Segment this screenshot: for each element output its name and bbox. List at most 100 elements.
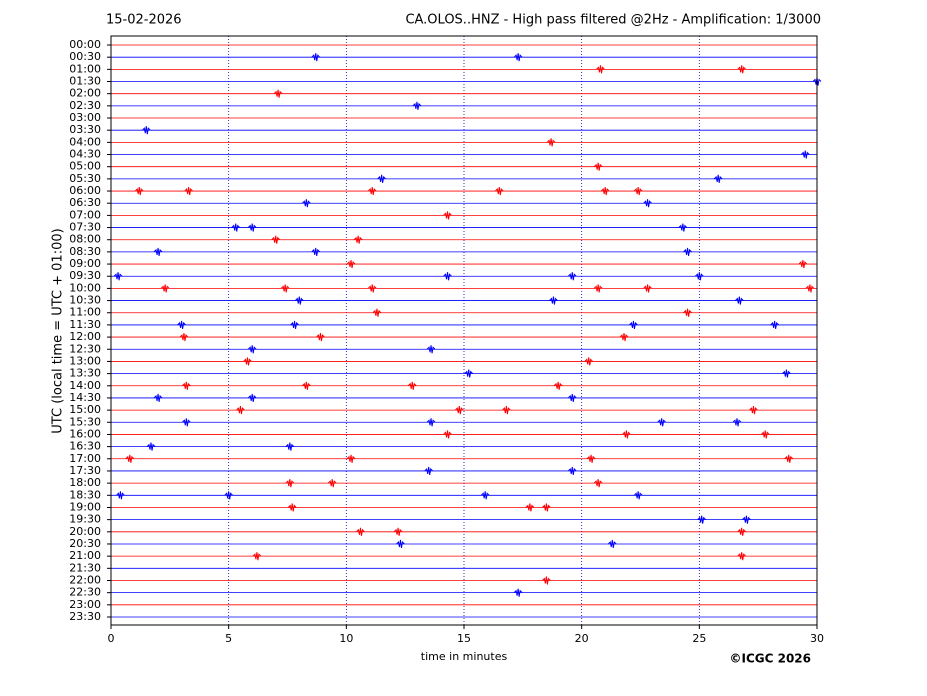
seismic-event (412, 101, 422, 110)
y-tick-label: 09:00 (69, 257, 101, 270)
y-tick-label: 23:00 (69, 598, 101, 611)
y-tick-label: 06:30 (69, 196, 101, 209)
seismic-event (678, 223, 688, 232)
seismic-event (657, 418, 667, 427)
seismic-event (294, 296, 304, 305)
seismic-event (231, 223, 241, 232)
seismic-event (622, 430, 631, 439)
y-tick-label: 01:00 (69, 62, 101, 75)
seismic-event (367, 186, 377, 196)
y-tick-label: 04:30 (69, 148, 101, 161)
y-tick-label: 22:30 (69, 586, 101, 599)
y-tick-label: 09:30 (69, 269, 101, 282)
seismic-event (247, 223, 257, 232)
seismic-event (494, 186, 504, 196)
seismic-event (567, 272, 577, 281)
seismic-event (146, 442, 156, 451)
seismic-event (134, 186, 144, 196)
seismic-event (596, 65, 605, 74)
seismic-event (301, 199, 311, 208)
seismic-event (426, 418, 436, 427)
seismic-event (287, 503, 297, 512)
seismic-event (584, 357, 594, 366)
y-tick-label: 00:30 (69, 50, 101, 63)
seismic-event (396, 539, 405, 549)
seismic-event (749, 406, 758, 415)
y-tick-label: 19:00 (69, 500, 101, 513)
seismic-event (542, 503, 551, 512)
y-tick-label: 21:00 (69, 549, 101, 562)
x-axis-label: time in minutes (421, 650, 508, 663)
y-tick-label: 20:30 (69, 537, 101, 550)
seismic-event (407, 381, 417, 390)
y-tick-label: 15:30 (69, 415, 101, 428)
seismic-event (311, 53, 321, 62)
x-tick-label: 0 (108, 632, 115, 645)
seismic-event (586, 454, 596, 463)
y-tick-label: 02:00 (69, 87, 101, 100)
seismic-event (367, 284, 377, 293)
seismic-event (177, 320, 186, 329)
y-tick-label: 22:00 (69, 573, 101, 586)
seismic-event (353, 235, 363, 244)
seismic-event (782, 369, 791, 378)
seismic-event (770, 320, 779, 329)
y-tick-label: 03:30 (69, 123, 101, 136)
seismic-event (301, 381, 311, 390)
y-tick-label: 08:00 (69, 233, 101, 246)
y-tick-label: 07:00 (69, 208, 101, 221)
seismic-event (184, 186, 194, 196)
seismic-event (633, 491, 643, 500)
x-tick-label: 30 (810, 632, 824, 645)
seismic-event (683, 247, 692, 256)
seismic-event (525, 503, 535, 512)
y-tick-label: 02:30 (69, 99, 101, 112)
seismic-event (553, 381, 563, 390)
seismic-event (546, 138, 556, 147)
seismic-event (694, 272, 704, 281)
x-tick-label: 25 (692, 632, 706, 645)
y-tick-label: 12:30 (69, 342, 101, 355)
seismic-event (153, 247, 163, 256)
seismic-event (327, 479, 337, 488)
seismic-event (426, 345, 436, 354)
y-tick-label: 01:30 (69, 75, 101, 88)
y-tick-label: 23:30 (69, 610, 101, 623)
seismic-event (760, 430, 770, 439)
seismic-event (356, 527, 365, 536)
seismic-event (290, 320, 299, 329)
seismic-event (464, 369, 474, 378)
y-tick-label: 14:00 (69, 379, 101, 392)
seismic-event (542, 576, 551, 585)
seismic-event (593, 284, 603, 293)
seismic-event (742, 515, 751, 524)
seismic-event (549, 296, 558, 305)
seismic-event (116, 491, 125, 500)
seismic-event (800, 150, 810, 159)
seismic-event (424, 466, 434, 476)
seismic-event (629, 320, 638, 329)
y-tick-label: 19:30 (69, 513, 101, 526)
seismic-event (784, 454, 794, 463)
seismic-event (502, 406, 511, 415)
seismic-event (311, 247, 321, 256)
seismic-event (252, 552, 262, 561)
y-tick-label: 13:00 (69, 354, 101, 367)
chart-date: 15-02-2026 (106, 13, 182, 28)
seismic-event (271, 235, 281, 244)
y-tick-label: 12:00 (69, 330, 101, 343)
seismic-event (480, 491, 490, 500)
seismic-event (372, 308, 382, 317)
y-tick-label: 17:00 (69, 452, 101, 465)
seismic-event (285, 479, 295, 488)
y-tick-label: 07:30 (69, 221, 101, 234)
seismic-event (443, 211, 452, 220)
y-tick-label: 05:30 (69, 172, 101, 185)
y-tick-label: 08:30 (69, 245, 101, 258)
seismic-event (607, 539, 617, 549)
seismic-event (593, 479, 603, 488)
y-tick-label: 11:00 (69, 306, 101, 319)
y-tick-label: 14:30 (69, 391, 101, 404)
